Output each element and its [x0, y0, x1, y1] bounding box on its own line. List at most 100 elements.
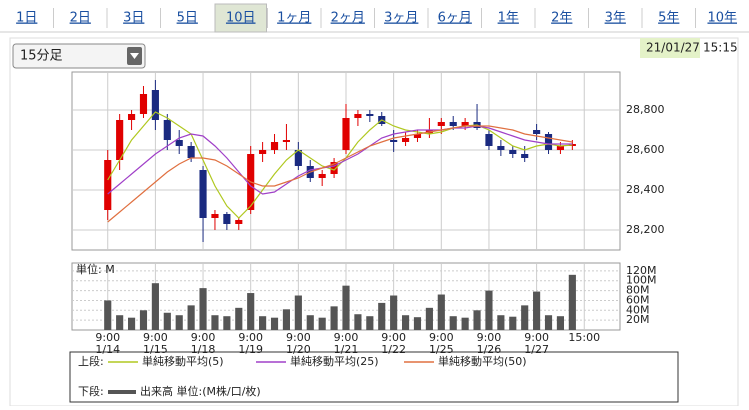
candle-body [151, 90, 159, 120]
tab[interactable]: 3日 [123, 11, 144, 26]
volume-bar [247, 293, 255, 330]
candle-body [521, 154, 529, 158]
x-tick-label: 9:00 [524, 331, 549, 344]
volume-bar [366, 316, 374, 330]
volume-bar [294, 295, 302, 330]
volume-bar [556, 316, 565, 330]
x-tick-label: 9:00 [477, 331, 502, 344]
x-tick-label: 9:00 [95, 331, 120, 344]
x-tick-label: 9:00 [191, 331, 216, 344]
tab[interactable]: 1日 [16, 11, 37, 26]
tab[interactable]: 2日 [70, 11, 91, 26]
tab[interactable]: 5日 [177, 11, 198, 26]
tab[interactable]: 3年 [605, 11, 626, 26]
x-tick-label: 9:00 [381, 331, 406, 344]
volume-bar [187, 305, 195, 330]
x-tick-date: 1/27 [524, 343, 549, 356]
volume-bar [306, 315, 314, 330]
x-tick-date: 1/18 [191, 343, 216, 356]
candle-body [401, 138, 410, 142]
volume-bar [378, 302, 386, 330]
x-tick-date: 1/22 [381, 343, 406, 356]
candle-body [342, 118, 350, 150]
volume-bar [163, 312, 171, 330]
volume-bar [485, 290, 493, 330]
tab-active-bg [214, 3, 267, 33]
legend-lower: 下段: [78, 384, 104, 398]
candle-body [270, 142, 279, 150]
candle-body [211, 214, 219, 218]
candle-body [437, 122, 445, 126]
volume-bar [449, 316, 457, 330]
volume-bar [497, 315, 505, 330]
volume-bar [437, 294, 445, 330]
candle-body [127, 114, 136, 120]
candle-body [318, 174, 326, 178]
volume-bar [270, 317, 279, 330]
x-tick-label: 15:00 [568, 331, 600, 344]
dropdown-label[interactable]: 15分足 [20, 49, 63, 64]
y-tick-label: 60M [626, 293, 650, 306]
volume-bar [568, 274, 576, 330]
volume-bar [318, 317, 326, 330]
tab[interactable]: 6ヶ月 [438, 11, 472, 26]
candle-body [568, 144, 576, 146]
volume-bar [461, 317, 469, 330]
candle-body [282, 140, 291, 142]
moving-average [107, 125, 573, 195]
candle-body [223, 214, 231, 224]
x-tick-date: 1/26 [477, 343, 502, 356]
candle-body [139, 94, 148, 114]
volume-bar [116, 315, 124, 330]
legend-label: 単純移動平均(5) [142, 354, 224, 368]
y-tick-label: 100M [626, 274, 657, 287]
candle-body [533, 130, 541, 134]
tab[interactable]: 10年 [707, 11, 737, 26]
candle-body [259, 150, 267, 154]
date: 21/01/27 [646, 41, 700, 55]
tab[interactable]: 10日 [226, 11, 256, 26]
tab[interactable]: 2ヶ月 [331, 11, 365, 26]
x-tick-date: 1/20 [286, 343, 311, 356]
candle-body [235, 220, 243, 224]
volume-bar [390, 295, 398, 330]
legend-box [69, 351, 679, 403]
tab[interactable]: 3ヶ月 [384, 11, 418, 26]
y-tick-label: 28,400 [626, 183, 665, 196]
candle-body [449, 122, 457, 126]
x-tick-date: 1/15 [143, 343, 168, 356]
dropdown[interactable] [12, 43, 146, 69]
volume-bar [342, 285, 350, 330]
tab[interactable]: 1ヶ月 [277, 11, 311, 26]
volume-bar [282, 309, 291, 330]
candle-body [104, 160, 112, 210]
x-tick-label: 9:00 [286, 331, 311, 344]
volume-bar [533, 291, 541, 330]
candle-body [366, 114, 374, 116]
volume-bar [127, 317, 136, 330]
volume-bar [259, 316, 267, 330]
candle-body [354, 114, 362, 118]
x-tick-date: 1/19 [238, 343, 263, 356]
date-highlight [640, 38, 700, 58]
volume-bar [175, 315, 183, 330]
tab[interactable]: 1年 [498, 11, 519, 26]
x-tick-label: 9:00 [238, 331, 263, 344]
dropdown-arrow [130, 53, 139, 59]
candle-body [413, 134, 422, 138]
tab[interactable]: 2年 [551, 11, 572, 26]
y-tick-label: 28,600 [626, 143, 665, 156]
candle-body [485, 134, 493, 146]
legend-upper: 上段: [78, 354, 104, 368]
y-tick-label: 40M [626, 303, 650, 316]
x-tick-label: 9:00 [143, 331, 168, 344]
y-tick-label: 20M [626, 313, 650, 326]
x-tick-date: 1/14 [95, 343, 120, 356]
volume-bar [151, 283, 159, 330]
volume-bar [330, 306, 338, 330]
volume-bar [235, 307, 243, 330]
tab[interactable]: 5年 [658, 11, 679, 26]
candle-body [497, 146, 505, 150]
x-tick-date: 1/21 [334, 343, 359, 356]
